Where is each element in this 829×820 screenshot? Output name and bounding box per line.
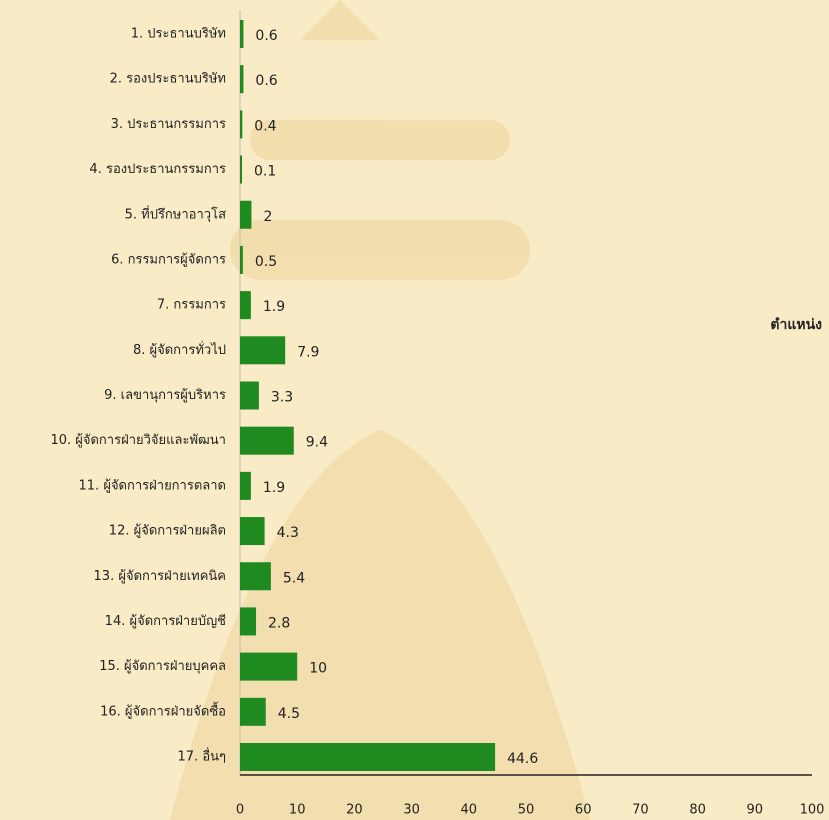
legend-label: ตำแหน่ง [770, 317, 822, 333]
value-label: 4.3 [277, 525, 299, 541]
value-label: 7.9 [297, 344, 319, 360]
y-tick-label: 12. ผู้จัดการฝ่ายผลิต [109, 524, 226, 539]
bar [240, 517, 265, 546]
bar [240, 200, 252, 229]
value-label: 0.4 [254, 118, 276, 134]
value-label: 3.3 [271, 390, 293, 406]
value-label: 9.4 [306, 435, 328, 451]
value-label: 0.5 [255, 254, 277, 270]
watermark [170, 0, 590, 820]
bar [240, 697, 266, 726]
bar [240, 471, 251, 500]
y-tick-label: 2. รองประธานบริษัท [110, 72, 226, 87]
bar [240, 65, 244, 94]
bar [240, 110, 243, 139]
x-tick-label: 30 [403, 803, 420, 818]
x-tick-label: 60 [575, 803, 592, 818]
bar [240, 743, 496, 771]
value-label: 1.9 [263, 299, 285, 315]
value-label: 5.4 [283, 570, 305, 586]
y-tick-label: 5. ที่ปรึกษาอาวุโส [125, 205, 226, 222]
x-tick-label: 100 [800, 803, 825, 818]
bar [240, 652, 298, 681]
bar [240, 291, 251, 320]
bar [240, 155, 242, 184]
y-tick-label: 16. ผู้จัดการฝ่ายจัดซื้อ [100, 701, 226, 719]
value-label: 4.5 [278, 706, 300, 722]
bar [240, 562, 271, 591]
x-tick-label: 40 [461, 803, 478, 818]
watermark-shape [250, 120, 510, 160]
x-tick-label: 70 [632, 803, 649, 818]
value-label: 0.1 [254, 164, 276, 180]
x-tick-label: 80 [689, 803, 706, 818]
y-tick-label: 6. กรรมการผู้จัดการ [111, 252, 226, 267]
y-tick-label: 8. ผู้จัดการทั่วไป [133, 341, 226, 358]
value-label: 2.8 [268, 615, 290, 631]
y-tick-label: 3. ประธานกรรมการ [111, 117, 226, 132]
watermark-shape [230, 220, 530, 280]
bar [240, 426, 294, 455]
watermark-shape [300, 0, 380, 40]
y-tick-label: 10. ผู้จัดการฝ่ายวิจัยและพัฒนา [50, 433, 226, 448]
value-label: 44.6 [507, 751, 538, 767]
y-tick-label: 14. ผู้จัดการฝ่ายบัญชี [105, 613, 226, 629]
value-label: 10 [309, 661, 327, 677]
value-label: 0.6 [255, 28, 277, 44]
x-tick-label: 90 [747, 803, 764, 818]
y-tick-label: 1. ประธานบริษัท [131, 27, 226, 42]
y-tick-label: 9. เลขานุการผู้บริหาร [104, 388, 226, 403]
x-tick-label: 10 [289, 803, 306, 818]
y-tick-label: 13. ผู้จัดการฝ่ายเทคนิค [94, 569, 226, 584]
y-tick-label: 17. อื่นๆ [178, 748, 227, 765]
y-tick-label: 7. กรรมการ [157, 298, 226, 313]
bar [240, 381, 259, 410]
x-tick-label: 0 [236, 803, 244, 818]
y-tick-label: 4. รองประธานกรรมการ [89, 162, 226, 177]
watermark-shape [170, 430, 590, 820]
bar [240, 20, 244, 48]
value-label: 2 [263, 209, 272, 225]
bar [240, 336, 286, 365]
x-tick-label: 20 [346, 803, 363, 818]
x-tick-label: 50 [518, 803, 535, 818]
value-label: 0.6 [255, 73, 277, 89]
bar [240, 607, 257, 636]
bar [240, 245, 243, 274]
y-tick-label: 15. ผู้จัดการฝ่ายบุคคล [99, 659, 226, 674]
value-label: 1.9 [263, 480, 285, 496]
y-tick-label: 11. ผู้จัดการฝ่ายการตลาด [79, 478, 226, 493]
